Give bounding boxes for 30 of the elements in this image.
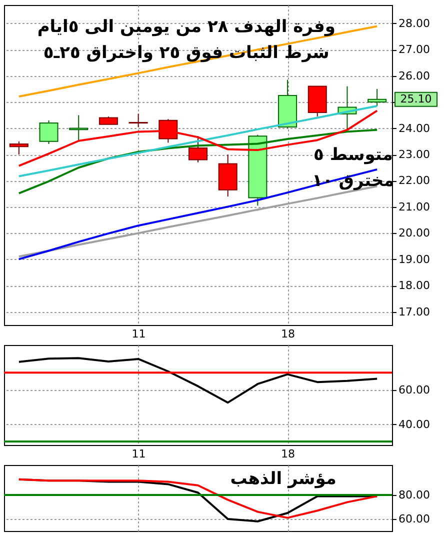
y-tick-label: 80.00 [398,488,430,502]
y-tick-label: 22.00 [398,174,430,188]
line-series [18,357,378,404]
y-tick-label: 60.00 [398,512,430,526]
y-tick-label: 40.00 [398,418,430,431]
y-tick-label: 28.00 [398,16,430,30]
y-tick-label: 19.00 [398,252,430,266]
annotation: وفرة الهدف ٢٨ من يومين الى ٥ايام [37,17,336,37]
candlestick [39,120,58,145]
x-tick-label: 11 [132,448,146,460]
y-tick-label: 18.00 [398,279,430,292]
annotation: مؤشر الذهب [230,469,336,489]
annotation: متوسط ٥ [314,145,393,165]
candlestick [368,88,387,106]
y-tick-label: 20.00 [398,226,430,240]
candlestick [188,136,208,163]
y-tick-label: 23.00 [398,148,430,162]
candlestick [128,113,148,128]
x-tick-label: 18 [281,448,296,460]
annotation: 25.10 [400,92,432,106]
y-tick-label: 26.00 [398,69,430,82]
x-tick-label: 18 [281,328,296,340]
candlestick [158,118,178,144]
candlestick [9,140,28,156]
y-tick-label: 24.00 [398,122,430,135]
y-tick-label: 60.00 [398,383,430,396]
y-tick-label: 17.00 [398,305,430,318]
y-tick-label: 21.00 [398,200,430,214]
x-tick-label: 11 [132,328,146,340]
y-tick-label: 27.00 [398,43,430,56]
